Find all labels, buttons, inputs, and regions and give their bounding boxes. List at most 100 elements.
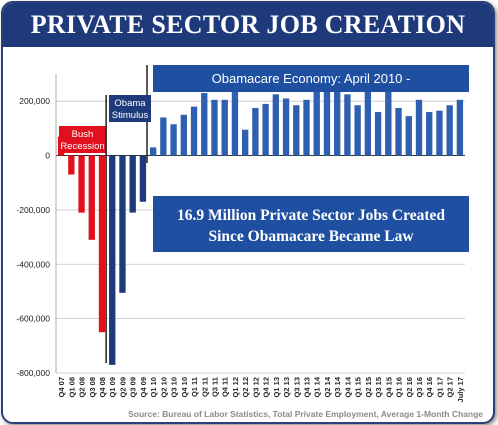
- bar-q2-15: [364, 86, 372, 156]
- x-tick-label: Q3 11: [210, 377, 219, 397]
- x-tick-label: Q2 08: [78, 377, 87, 397]
- bar-q1-10: [149, 147, 157, 156]
- bar-q1-13: [272, 94, 280, 156]
- bar-q3-11: [211, 99, 218, 156]
- bar-q3-14: [334, 86, 341, 156]
- x-tick-label: Q4 16: [425, 377, 434, 397]
- bar-q1-15: [354, 105, 361, 156]
- bar-q2-10: [160, 117, 167, 156]
- x-tick-label: Q4 07: [57, 377, 66, 397]
- bar-q2-14: [323, 91, 331, 156]
- x-tick-label: Q1 15: [354, 377, 363, 397]
- bar-q2-09: [119, 155, 126, 293]
- y-tick-label: -800,000: [16, 368, 50, 378]
- bar-q3-13: [293, 105, 300, 156]
- bar-q4-09: [139, 155, 147, 202]
- bar-q1-17: [436, 110, 443, 156]
- x-tick-label: Q3 08: [88, 377, 97, 397]
- x-tick-label: Q4 13: [303, 377, 312, 397]
- x-tick-label: Q4 09: [139, 377, 148, 397]
- x-tick-label: Q2 17: [446, 377, 455, 397]
- bar-q2-17: [446, 105, 453, 156]
- x-tick-label: Q3 16: [415, 377, 424, 397]
- bar-q2-11: [201, 93, 208, 156]
- x-tick-label: Q1 13: [272, 377, 281, 397]
- bush-recession-label-1: Bush: [72, 129, 94, 140]
- x-tick-label: Q4 14: [343, 376, 352, 397]
- obama-stimulus-label-1: Obama: [114, 98, 146, 109]
- bar-chart: 200,000 0 -200,000 -400,000 -600,000 -800,000…: [16, 65, 469, 402]
- x-tick-label: July 17: [456, 377, 465, 402]
- x-tick-label: Q2 16: [405, 377, 414, 397]
- x-tick-label: Q1 16: [395, 377, 404, 397]
- x-tick-label: Q3 13: [292, 377, 301, 397]
- x-tick-label: Q4 15: [384, 377, 393, 397]
- x-tick-label: Q2 09: [118, 377, 127, 397]
- x-tick-label: Q2 13: [282, 377, 291, 397]
- y-tick-label: -200,000: [16, 205, 50, 215]
- x-tick-label: Q1 10: [149, 377, 158, 397]
- obama-stimulus-box: [109, 95, 151, 122]
- x-tick-label: Q4 08: [98, 377, 107, 397]
- bar-july-17: [456, 99, 464, 156]
- x-tick-label: Q2 10: [159, 377, 168, 397]
- bar-q3-12: [252, 107, 259, 156]
- x-tick-label: Q3 14: [333, 376, 342, 397]
- chart-title: PRIVATE SECTOR JOB CREATION: [30, 10, 466, 39]
- bar-q4-15: [385, 82, 392, 156]
- obamacare-banner: [153, 65, 469, 92]
- x-tick-label: Q1 12: [231, 377, 240, 397]
- x-tick-label: Q3 09: [129, 377, 138, 397]
- bar-q1-12: [231, 78, 239, 156]
- obamacare-banner-label: Obamacare Economy: April 2010 -: [212, 71, 411, 86]
- bar-q1-16: [395, 107, 402, 156]
- x-tick-label: Q2 11: [200, 377, 209, 397]
- jobs-callout-line-2: Since Obamacare Became Law: [208, 228, 414, 245]
- x-tick-label: Q3 10: [170, 377, 179, 397]
- x-tick-label: Q4 12: [262, 377, 271, 397]
- bar-q4-13: [303, 99, 310, 156]
- x-tick-label: Q3 12: [251, 377, 260, 397]
- source-note: Source: Bureau of Labor Statistics, Tota…: [128, 409, 483, 419]
- x-tick-label: Q4 11: [221, 377, 230, 397]
- bush-recession-label-2: Recession: [60, 141, 104, 152]
- bar-q4-16: [426, 112, 433, 156]
- x-tick-label: Q1 09: [108, 377, 117, 397]
- jobs-callout-line-1: 16.9 Million Private Sector Jobs Created: [177, 207, 445, 224]
- jobs-callout-box: [153, 196, 469, 252]
- x-tick-label: Q2 14: [323, 376, 332, 397]
- title-banner: PRIVATE SECTOR JOB CREATION: [3, 3, 493, 47]
- bar-q4-11: [221, 99, 228, 156]
- bar-q4-10: [180, 114, 187, 156]
- bar-q1-14: [313, 80, 320, 156]
- bar-q1-09: [109, 155, 116, 365]
- bar-q3-09: [129, 155, 136, 213]
- y-tick-label: 0: [45, 151, 50, 161]
- bar-q3-08: [88, 155, 95, 240]
- bar-q3-16: [415, 99, 423, 156]
- x-tick-label: Q1 17: [435, 377, 444, 397]
- x-tick-label: Q1 08: [67, 377, 76, 397]
- bar-q2-16: [405, 116, 412, 156]
- bar-q1-08: [68, 155, 75, 175]
- y-tick-label: -600,000: [16, 314, 50, 324]
- bar-q4-12: [262, 103, 269, 156]
- x-tick-label: Q2 12: [241, 377, 250, 397]
- bar-q4-08: [98, 155, 106, 333]
- x-tick-label: Q2 15: [364, 377, 373, 397]
- x-tick-label: Q1 11: [190, 377, 199, 397]
- bar-q2-13: [282, 98, 290, 156]
- bush-recession-box: [59, 126, 106, 153]
- bar-q3-10: [170, 124, 177, 156]
- bar-q4-14: [344, 94, 351, 156]
- bar-q1-11: [190, 106, 198, 156]
- x-tick-label: Q3 15: [374, 377, 383, 397]
- bar-q2-08: [78, 155, 85, 213]
- y-tick-label: -400,000: [16, 259, 50, 269]
- y-tick-label: 200,000: [19, 96, 50, 106]
- bar-q2-12: [241, 129, 249, 156]
- x-tick-label: Q4 10: [180, 377, 189, 397]
- bar-q3-15: [374, 112, 382, 156]
- obama-stimulus-label-2: Stimulus: [112, 110, 149, 121]
